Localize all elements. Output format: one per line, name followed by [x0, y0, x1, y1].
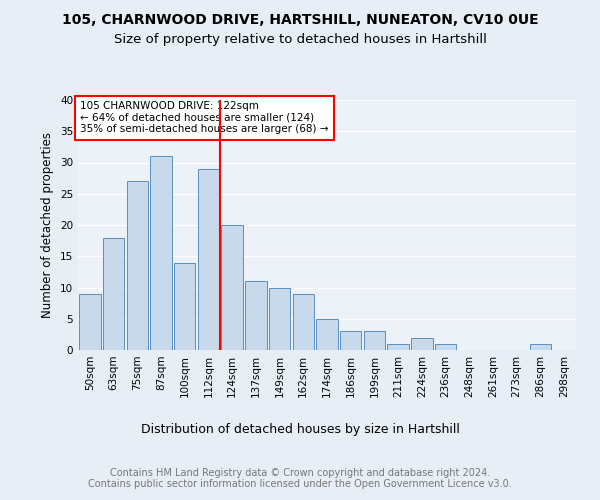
Bar	[79, 294, 101, 350]
Bar	[151, 156, 172, 350]
Text: Size of property relative to detached houses in Hartshill: Size of property relative to detached ho…	[113, 32, 487, 46]
Bar	[198, 169, 219, 350]
Bar	[245, 281, 266, 350]
Y-axis label: Number of detached properties: Number of detached properties	[41, 132, 55, 318]
Bar	[269, 288, 290, 350]
Bar	[221, 225, 243, 350]
Bar	[127, 181, 148, 350]
Bar	[364, 331, 385, 350]
Bar	[103, 238, 124, 350]
Text: 105, CHARNWOOD DRIVE, HARTSHILL, NUNEATON, CV10 0UE: 105, CHARNWOOD DRIVE, HARTSHILL, NUNEATO…	[62, 12, 538, 26]
Bar	[435, 344, 456, 350]
Bar	[411, 338, 433, 350]
Text: Contains HM Land Registry data © Crown copyright and database right 2024.
Contai: Contains HM Land Registry data © Crown c…	[88, 468, 512, 489]
Bar	[340, 331, 361, 350]
Bar	[316, 319, 338, 350]
Bar	[174, 262, 196, 350]
Text: Distribution of detached houses by size in Hartshill: Distribution of detached houses by size …	[140, 422, 460, 436]
Text: 105 CHARNWOOD DRIVE: 122sqm
← 64% of detached houses are smaller (124)
35% of se: 105 CHARNWOOD DRIVE: 122sqm ← 64% of det…	[80, 101, 329, 134]
Bar	[530, 344, 551, 350]
Bar	[293, 294, 314, 350]
Bar	[388, 344, 409, 350]
